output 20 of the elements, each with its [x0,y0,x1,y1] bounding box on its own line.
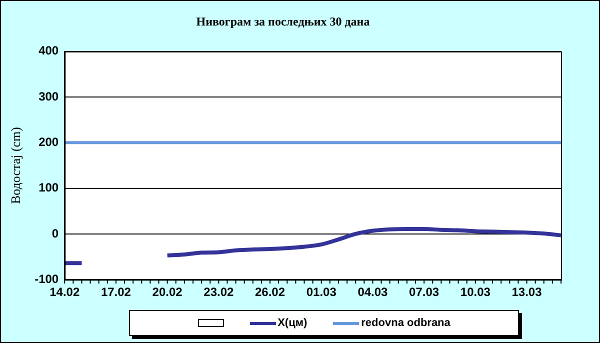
legend-label: redovna odbrana [361,317,450,329]
x-tick-label: 07.03 [409,285,440,300]
x-tick-label: 10.03 [460,285,491,300]
x-tick-label: 23.02 [204,285,234,300]
x-tick-label: 01.03 [306,285,337,300]
y-axis-title: Водостај (cm) [8,126,24,204]
legend-label: X(цм) [278,317,308,329]
y-tick-label: 100 [38,180,59,195]
x-tick-label: 26.02 [255,285,286,300]
chart-title: Нивограм за последњих 30 дана [196,14,370,28]
y-tick-label: 0 [52,226,59,240]
x-tick-label: 04.03 [358,285,388,300]
x-tick-label: 17.02 [100,285,132,300]
y-tick-label: 300 [38,89,59,104]
y-tick-label: 200 [38,134,59,149]
x-tick-label: 13.03 [512,285,542,300]
x-tick-label: 20.02 [152,285,183,300]
x-tick-label: 14.02 [50,285,80,300]
y-tick-label: 400 [38,44,59,58]
y-tick-label: -100 [34,272,59,286]
